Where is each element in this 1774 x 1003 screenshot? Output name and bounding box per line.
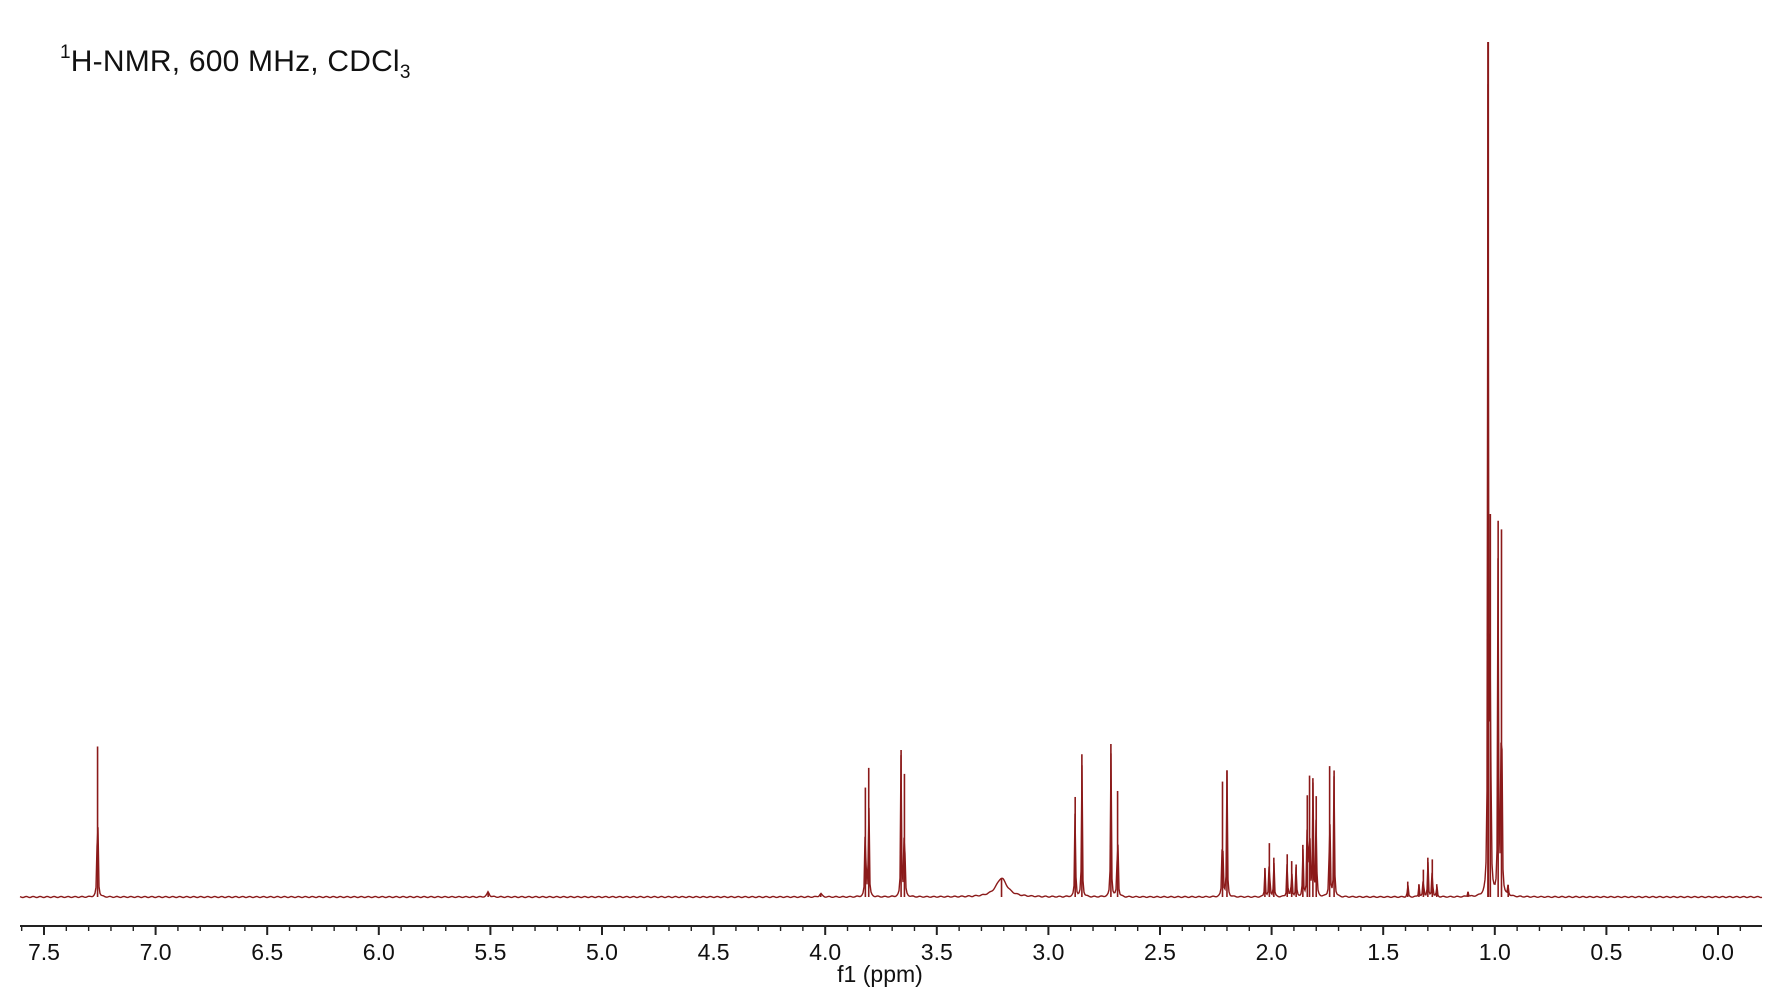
x-tick-label: 3.5 — [921, 939, 953, 965]
x-tick-label: 3.0 — [1032, 939, 1064, 965]
x-tick-label: 5.5 — [474, 939, 506, 965]
x-tick-label: 6.5 — [251, 939, 283, 965]
title-subscript: 3 — [399, 62, 411, 83]
x-tick-label: 1.5 — [1367, 939, 1399, 965]
x-axis-label: f1 (ppm) — [837, 961, 923, 987]
x-tick-label: 4.5 — [698, 939, 730, 965]
title-superscript: 1 — [60, 42, 71, 63]
x-tick-label: 6.0 — [363, 939, 395, 965]
x-tick-label: 2.0 — [1256, 939, 1288, 965]
x-tick-label: 0.0 — [1702, 939, 1734, 965]
spectrum-title: 1H-NMR, 600 MHz, CDCl3 — [60, 42, 411, 84]
x-tick-label: 1.0 — [1479, 939, 1511, 965]
x-tick-label: 4.0 — [809, 939, 841, 965]
spectrum-line — [19, 84, 1763, 899]
x-tick-label: 7.0 — [140, 939, 172, 965]
x-tick-label: 7.5 — [28, 939, 60, 965]
x-axis-ticks: 7.5 7.0 6.5 6.0 5.5 5.0 4.5 4.0 3.5 3.0 2.5 2.0 1.5 1… — [20, 926, 1742, 965]
x-tick-label: 5.0 — [586, 939, 618, 965]
x-tick-label: 2.5 — [1144, 939, 1176, 965]
title-main: H-NMR, 600 MHz, CDCl — [70, 45, 400, 78]
x-tick-label: 0.5 — [1590, 939, 1622, 965]
spectrum-layer — [19, 42, 1763, 899]
